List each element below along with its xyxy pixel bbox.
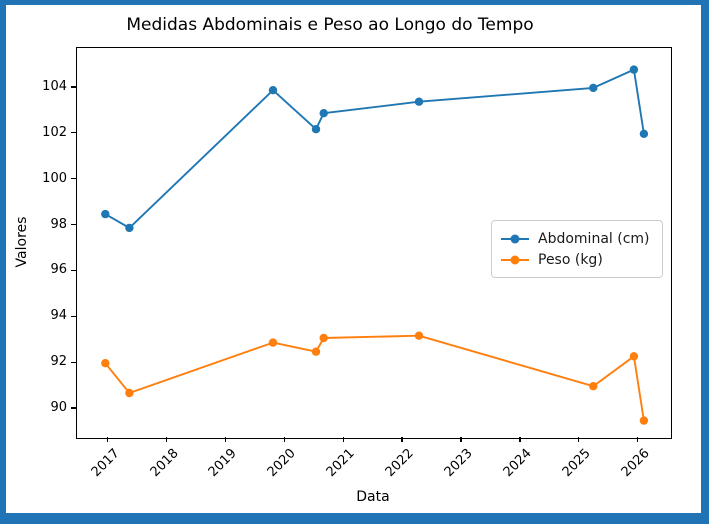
y-tick-mark	[71, 269, 76, 272]
y-axis-label: Valores	[14, 216, 30, 268]
data-point-marker	[268, 338, 278, 347]
x-tick-label: 2021	[323, 446, 358, 481]
x-tick-label: 2018	[147, 446, 182, 481]
data-point-marker	[589, 382, 598, 391]
x-tick-mark	[578, 437, 580, 442]
data-point-marker	[125, 223, 134, 233]
line-plot	[101, 65, 649, 425]
y-tick-mark	[71, 86, 76, 88]
legend-swatch-abdominal-marker-icon	[510, 234, 520, 243]
figure-canvas: Medidas Abdominais e Peso ao Longo do Te…	[6, 5, 701, 513]
x-tick-mark	[283, 437, 286, 442]
series-line-1	[104, 334, 645, 421]
x-tick-mark	[224, 437, 227, 442]
legend-label-abdominal: Abdominal (cm)	[538, 230, 650, 247]
data-point-marker	[311, 125, 321, 134]
x-tick-mark	[401, 437, 403, 442]
y-tick-label: 90	[50, 400, 67, 416]
y-tick-label: 92	[50, 354, 67, 370]
legend-swatch-peso-line	[501, 255, 529, 264]
y-tick-mark	[71, 315, 76, 318]
y-tick-mark	[71, 177, 76, 180]
legend-item-abdominal: Abdominal (cm)	[501, 228, 652, 249]
data-point-marker	[125, 388, 134, 398]
y-tick-mark	[71, 223, 76, 226]
data-point-marker	[639, 416, 649, 425]
data-point-marker	[319, 333, 328, 343]
data-point-marker	[319, 109, 328, 118]
data-point-marker	[629, 352, 639, 361]
data-point-marker	[268, 86, 278, 95]
y-tick-label: 100	[42, 170, 67, 186]
data-point-marker	[101, 359, 110, 368]
x-tick-label: 2017	[88, 446, 123, 481]
x-tick-mark	[636, 437, 639, 442]
y-tick-label: 98	[50, 216, 67, 232]
data-point-marker	[414, 97, 424, 106]
x-tick-mark	[519, 437, 521, 442]
data-point-marker	[101, 209, 110, 219]
legend-item-peso: Peso (kg)	[501, 249, 652, 270]
y-tick-label: 104	[42, 78, 67, 94]
y-tick-mark	[71, 361, 76, 363]
data-point-marker	[629, 65, 639, 74]
x-tick-label: 2019	[206, 446, 241, 481]
x-axis-label: Data	[356, 489, 390, 505]
x-tick-label: 2023	[441, 446, 476, 481]
x-tick-label: 2026	[618, 446, 653, 481]
y-tick-mark	[71, 407, 76, 409]
x-tick-label: 2025	[559, 446, 594, 481]
y-tick-label: 94	[50, 308, 67, 324]
y-tick-label: 102	[42, 124, 67, 140]
x-tick-mark	[342, 437, 344, 442]
y-tick-label: 96	[50, 262, 67, 278]
x-tick-mark	[107, 437, 109, 442]
series-line-0	[104, 68, 645, 229]
x-tick-label: 2024	[500, 446, 535, 481]
chart-title: Medidas Abdominais e Peso ao Longo do Te…	[126, 15, 534, 35]
legend-label-peso: Peso (kg)	[538, 251, 603, 268]
x-tick-label: 2020	[265, 446, 300, 481]
legend: Abdominal (cm) Peso (kg)	[491, 220, 663, 278]
data-point-marker	[639, 129, 649, 138]
data-point-marker	[414, 331, 424, 340]
y-tick-mark	[71, 132, 76, 134]
legend-swatch-peso-marker-icon	[510, 255, 520, 264]
x-tick-mark	[460, 437, 462, 442]
data-point-marker	[589, 83, 598, 93]
data-point-marker	[311, 347, 321, 356]
x-tick-label: 2022	[382, 446, 417, 481]
legend-swatch-abdominal-line	[501, 234, 529, 243]
x-tick-mark	[165, 437, 168, 442]
